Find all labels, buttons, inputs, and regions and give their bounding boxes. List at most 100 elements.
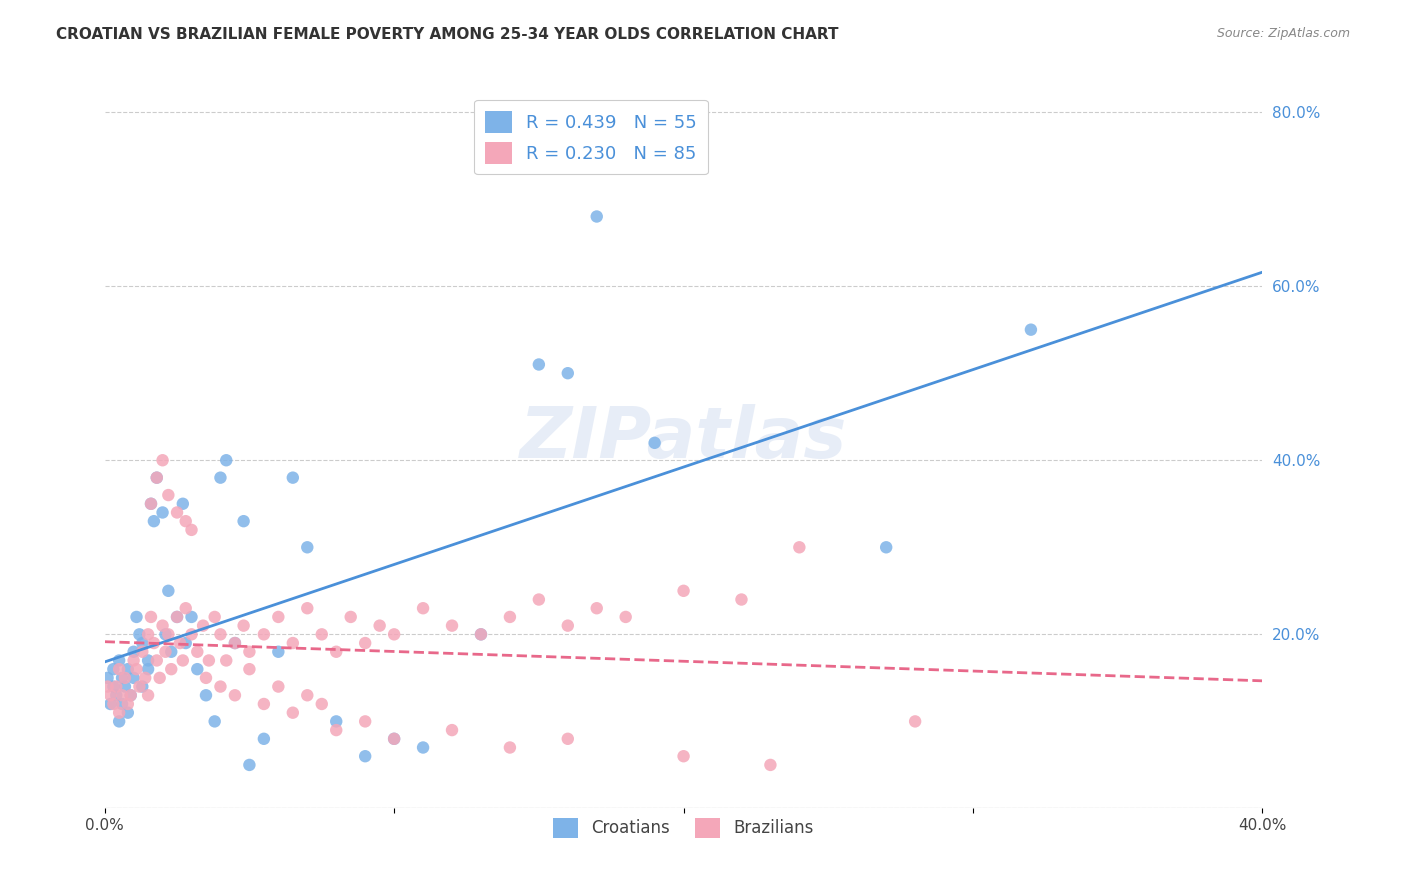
Point [157, 627, 180, 641]
Point [382, 731, 405, 746]
Point [97, 680, 120, 694]
Point [311, 627, 333, 641]
Point [108, 653, 131, 667]
Point [672, 583, 695, 598]
Point [238, 758, 260, 772]
Point [209, 680, 232, 694]
Point [152, 618, 174, 632]
Point [105, 680, 128, 694]
Point [125, 662, 148, 676]
Point [117, 697, 139, 711]
Point [117, 662, 139, 676]
Point [238, 662, 260, 676]
Point [125, 610, 148, 624]
Point [114, 671, 136, 685]
Point [238, 645, 260, 659]
Point [215, 653, 238, 667]
Point [311, 697, 333, 711]
Point [122, 653, 145, 667]
Point [139, 497, 162, 511]
Point [382, 731, 405, 746]
Point [122, 645, 145, 659]
Point [325, 714, 347, 729]
Point [105, 688, 128, 702]
Point [136, 653, 159, 667]
Point [128, 627, 150, 641]
Point [131, 645, 153, 659]
Point [368, 618, 391, 632]
Point [672, 749, 695, 764]
Point [128, 680, 150, 694]
Point [224, 688, 246, 702]
Point [215, 453, 238, 467]
Point [136, 627, 159, 641]
Point [180, 610, 202, 624]
Point [108, 662, 131, 676]
Point [875, 541, 897, 555]
Point [281, 636, 304, 650]
Point [149, 671, 172, 685]
Point [904, 714, 927, 729]
Point [527, 592, 550, 607]
Point [103, 697, 125, 711]
Point [160, 645, 183, 659]
Point [157, 488, 180, 502]
Point [108, 706, 131, 720]
Point [136, 662, 159, 676]
Point [195, 688, 218, 702]
Point [253, 627, 276, 641]
Point [557, 731, 579, 746]
Point [172, 653, 194, 667]
Point [730, 592, 752, 607]
Point [198, 653, 221, 667]
Point [157, 583, 180, 598]
Point [204, 610, 226, 624]
Point [339, 610, 361, 624]
Point [111, 671, 134, 685]
Point [131, 636, 153, 650]
Point [166, 610, 188, 624]
Point [160, 662, 183, 676]
Point [155, 627, 177, 641]
Point [232, 618, 254, 632]
Point [527, 358, 550, 372]
Point [114, 680, 136, 694]
Point [470, 627, 492, 641]
Point [789, 541, 811, 555]
Point [134, 671, 156, 685]
Point [325, 723, 347, 737]
Point [146, 470, 169, 484]
Point [204, 714, 226, 729]
Point [131, 680, 153, 694]
Point [297, 601, 319, 615]
Point [209, 627, 232, 641]
Point [155, 645, 177, 659]
Point [412, 740, 434, 755]
Point [191, 618, 214, 632]
Point [142, 636, 165, 650]
Point [172, 497, 194, 511]
Point [186, 645, 208, 659]
Point [100, 688, 122, 702]
Point [174, 601, 197, 615]
Text: Source: ZipAtlas.com: Source: ZipAtlas.com [1216, 27, 1350, 40]
Point [111, 697, 134, 711]
Point [103, 662, 125, 676]
Point [169, 636, 191, 650]
Point [281, 706, 304, 720]
Point [354, 636, 377, 650]
Point [166, 610, 188, 624]
Point [267, 680, 290, 694]
Point [297, 541, 319, 555]
Text: CROATIAN VS BRAZILIAN FEMALE POVERTY AMONG 25-34 YEAR OLDS CORRELATION CHART: CROATIAN VS BRAZILIAN FEMALE POVERTY AMO… [56, 27, 839, 42]
Point [108, 714, 131, 729]
Point [253, 697, 276, 711]
Point [614, 610, 637, 624]
Point [174, 636, 197, 650]
Point [557, 618, 579, 632]
Point [152, 453, 174, 467]
Point [224, 636, 246, 650]
Point [470, 627, 492, 641]
Point [440, 618, 463, 632]
Point [111, 688, 134, 702]
